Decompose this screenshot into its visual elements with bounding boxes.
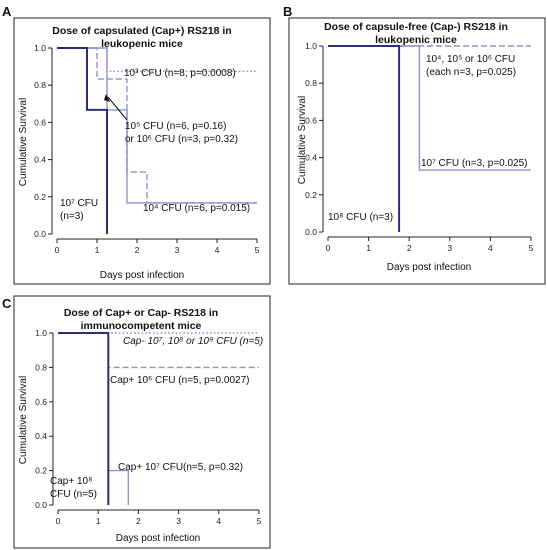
panel-a-x-tick-label: 4 [215, 245, 220, 255]
panel-c-y-tick-label: 0.0 [35, 500, 47, 510]
panel-label-b: B [283, 4, 292, 19]
panel-b-x-tick-label: 4 [488, 243, 493, 253]
panel-b-y-tick-label: 0.2 [305, 190, 317, 200]
panel-b-plot: 0.0 0.2 0.4 0.6 0.8 1.0 0 1 2 3 4 5 [305, 41, 533, 253]
panel-b-xlabel: Days post infection [387, 262, 472, 273]
panel-a-x-tick-label: 1 [95, 245, 100, 255]
panel-b-frame [288, 17, 546, 285]
panel-a-y-tick-label: 0.2 [34, 192, 46, 202]
panel-c-annotation-capplus-1e6: Cap+ 10⁶ CFU (n=5, p=0.0027) [110, 375, 249, 386]
panel-a-arrow-line [107, 96, 128, 121]
panel-a-title-line-2: leukopenic mice [101, 38, 183, 50]
panel-c-x-tick-label: 3 [176, 516, 181, 526]
panel-a-frame [13, 17, 271, 285]
panel-a-y-tick-label: 1.0 [34, 43, 46, 53]
panel-b-x-tick-label: 2 [407, 243, 412, 253]
panel-a-annotation-1e6: or 10⁶ CFU (n=3, p=0.32) [125, 134, 238, 145]
panel-b-x-tick-label: 3 [447, 243, 452, 253]
panel-b-y-tick-label: 0.6 [305, 115, 317, 125]
panel-b-x-tick-label: 0 [326, 243, 331, 253]
panel-b: B Dose of capsule-free (Cap-) RS218 in l… [283, 4, 546, 285]
panel-b-annotation-1e4-6: 10⁴, 10⁵ or 10⁶ CFU [426, 54, 515, 65]
panel-b-annotation-1e8: 10⁸ CFU (n=3) [328, 212, 393, 223]
panel-a-xlabel: Days post infection [100, 270, 185, 281]
panel-a-y-tick-label: 0.4 [34, 155, 46, 165]
panel-c-series-4-line [58, 332, 110, 505]
panel-a-annotation-1e7: 10⁷ CFU [60, 198, 98, 209]
panel-a-ylabel: Cumulative Survival [18, 98, 29, 186]
panel-a-series-3-line [57, 47, 257, 204]
panel-b-x-tick-label: 1 [366, 243, 371, 253]
panel-a-annotation-1e4: 10⁴ CFU (n=6, p=0.015) [143, 203, 250, 214]
panel-a-x-tick-label: 5 [255, 245, 260, 255]
panel-b-title-line-1: Dose of capsule-free (Cap-) RS218 in [324, 21, 508, 33]
panel-a-x-tick-label: 3 [175, 245, 180, 255]
panel-c-annotation-capplus-n5: CFU (n=5) [50, 489, 97, 500]
panel-a-x-tick-label: 0 [55, 245, 60, 255]
panel-a-annotation-1e3: 10³ CFU (n=8, p=0.0008) [124, 68, 236, 79]
panel-c-xlabel: Days post infection [116, 533, 201, 544]
panel-c-y-tick-label: 1.0 [35, 328, 47, 338]
panel-b-y-tick-label: 0.0 [305, 227, 317, 237]
panel-a-title-line-1: Dose of capsulated (Cap+) RS218 in [52, 25, 231, 37]
panel-b-y-tick-label: 1.0 [305, 41, 317, 51]
panel-c-y-tick-label: 0.2 [35, 466, 47, 476]
panel-c-ylabel: Cumulative Survival [18, 376, 29, 464]
panel-label-c: C [2, 296, 12, 311]
panel-a-plot: 0.0 0.2 0.4 0.6 0.8 1.0 0 1 2 3 4 5 [34, 43, 259, 255]
panel-c-y-tick-label: 0.8 [35, 362, 47, 372]
panel-c-plot: 0.0 0.2 0.4 0.6 0.8 1.0 0 1 2 3 4 5 [35, 328, 261, 526]
panel-c-y-tick-label: 0.6 [35, 397, 47, 407]
panel-b-title-line-2: leukopenic mice [375, 34, 457, 46]
panel-c-y-tick-label: 0.4 [35, 431, 47, 441]
panel-a-annotation-n3: (n=3) [60, 211, 84, 222]
panel-label-a: A [2, 4, 12, 19]
panel-c-frame [13, 295, 271, 549]
panel-a-annotation-1e5: 10⁵ CFU (n=6, p=0.16) [125, 121, 226, 132]
panel-a-series-4-line [57, 47, 108, 234]
panel-c-x-tick-label: 2 [136, 516, 141, 526]
panel-c-title-line-2: immunocompetent mice [81, 320, 202, 332]
panel-c-x-tick-label: 4 [216, 516, 221, 526]
panel-a-y-tick-label: 0.0 [34, 229, 46, 239]
panel-b-ylabel: Cumulative Survival [297, 96, 308, 184]
panel-c-annotation-capplus-1e7: Cap+ 10⁷ CFU(n=5, p=0.32) [118, 462, 243, 473]
panel-b-annotation-each: (each n=3, p=0.025) [426, 67, 516, 78]
panel-a: A Dose of capsulated (Cap+) RS218 in leu… [2, 4, 271, 285]
panel-c-x-tick-label: 0 [56, 516, 61, 526]
panel-c-annotation-capminus: Cap- 10⁷, 10⁸ or 10⁹ CFU (n=5) [123, 336, 263, 347]
panel-a-y-tick-label: 0.6 [34, 117, 46, 127]
panel-c-x-tick-label: 1 [96, 516, 101, 526]
panel-c-x-tick-label: 5 [257, 516, 262, 526]
panel-c: C Dose of Cap+ or Cap- RS218 in immunoco… [2, 295, 271, 549]
panel-a-arrowhead [104, 94, 110, 102]
panel-c-annotation-capplus-1e8: Cap+ 10⁸ [50, 476, 92, 487]
panel-b-series-3-line [328, 45, 401, 232]
panel-a-y-tick-label: 0.8 [34, 80, 46, 90]
panel-b-x-tick-label: 5 [529, 243, 534, 253]
panel-b-y-tick-label: 0.4 [305, 153, 317, 163]
panel-b-annotation-1e7: 10⁷ CFU (n=3, p=0.025) [421, 158, 527, 169]
panel-a-x-tick-label: 2 [135, 245, 140, 255]
panel-b-y-tick-label: 0.8 [305, 78, 317, 88]
panel-c-title-line-1: Dose of Cap+ or Cap- RS218 in [64, 307, 218, 319]
